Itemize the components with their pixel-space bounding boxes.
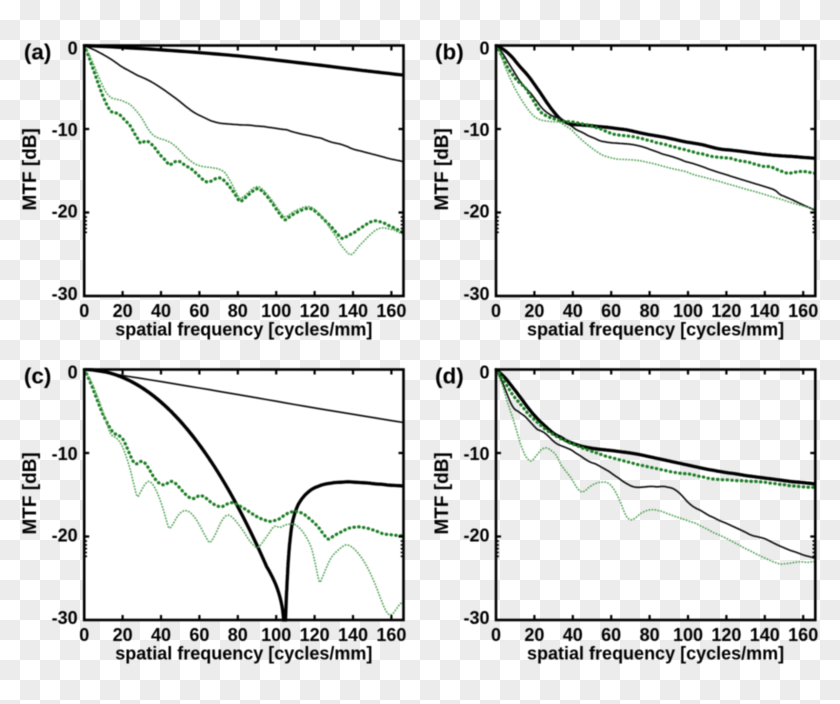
svg-text:140: 140 — [750, 301, 780, 321]
svg-text:-30: -30 — [52, 284, 78, 304]
svg-text:120: 120 — [711, 625, 741, 645]
svg-text:-20: -20 — [52, 526, 78, 546]
svg-text:160: 160 — [788, 301, 818, 321]
svg-text:100: 100 — [673, 625, 703, 645]
svg-text:-30: -30 — [463, 284, 489, 304]
svg-text:-30: -30 — [52, 608, 78, 628]
svg-text:0: 0 — [491, 625, 501, 645]
svg-text:spatial frequency [cycles/mm]: spatial frequency [cycles/mm] — [527, 320, 784, 340]
svg-text:MTF [dB]: MTF [dB] — [20, 128, 41, 210]
svg-text:(b): (b) — [435, 40, 464, 65]
svg-text:0: 0 — [491, 301, 501, 321]
svg-text:spatial frequency [cycles/mm]: spatial frequency [cycles/mm] — [115, 644, 372, 664]
svg-text:MTF [dB]: MTF [dB] — [432, 128, 453, 210]
svg-text:0: 0 — [479, 362, 489, 382]
svg-text:140: 140 — [338, 301, 368, 321]
svg-text:100: 100 — [261, 625, 291, 645]
svg-text:-20: -20 — [52, 202, 78, 222]
svg-text:-30: -30 — [463, 608, 489, 628]
svg-text:40: 40 — [151, 301, 171, 321]
svg-text:120: 120 — [300, 301, 330, 321]
svg-text:spatial frequency [cycles/mm]: spatial frequency [cycles/mm] — [527, 644, 784, 664]
svg-text:0: 0 — [479, 38, 489, 58]
svg-text:40: 40 — [563, 301, 583, 321]
svg-text:80: 80 — [640, 301, 660, 321]
svg-text:MTF [dB]: MTF [dB] — [432, 452, 453, 534]
svg-text:20: 20 — [524, 301, 544, 321]
svg-text:160: 160 — [788, 625, 818, 645]
svg-text:(a): (a) — [24, 40, 52, 65]
svg-text:(d): (d) — [435, 364, 464, 389]
svg-text:140: 140 — [750, 625, 780, 645]
svg-text:60: 60 — [189, 301, 209, 321]
svg-text:60: 60 — [601, 301, 621, 321]
svg-text:-10: -10 — [463, 444, 489, 464]
svg-text:MTF [dB]: MTF [dB] — [20, 452, 41, 534]
svg-text:100: 100 — [261, 301, 291, 321]
svg-text:20: 20 — [113, 301, 133, 321]
svg-text:-10: -10 — [463, 120, 489, 140]
svg-text:-10: -10 — [52, 444, 78, 464]
svg-text:160: 160 — [376, 301, 406, 321]
svg-text:100: 100 — [673, 301, 703, 321]
svg-text:80: 80 — [228, 301, 248, 321]
svg-text:120: 120 — [711, 301, 741, 321]
svg-text:0: 0 — [68, 38, 78, 58]
svg-text:-20: -20 — [463, 526, 489, 546]
svg-text:120: 120 — [300, 625, 330, 645]
svg-text:160: 160 — [376, 625, 406, 645]
svg-text:20: 20 — [113, 625, 133, 645]
svg-text:20: 20 — [524, 625, 544, 645]
svg-text:40: 40 — [151, 625, 171, 645]
svg-text:60: 60 — [601, 625, 621, 645]
svg-text:(c): (c) — [24, 364, 52, 389]
svg-text:60: 60 — [189, 625, 209, 645]
svg-text:0: 0 — [79, 301, 89, 321]
svg-text:80: 80 — [228, 625, 248, 645]
svg-text:0: 0 — [68, 362, 78, 382]
svg-text:140: 140 — [338, 625, 368, 645]
svg-text:-10: -10 — [52, 120, 78, 140]
svg-text:0: 0 — [79, 625, 89, 645]
svg-text:spatial frequency [cycles/mm]: spatial frequency [cycles/mm] — [115, 320, 372, 340]
svg-text:80: 80 — [640, 625, 660, 645]
svg-text:40: 40 — [563, 625, 583, 645]
svg-text:-20: -20 — [463, 202, 489, 222]
